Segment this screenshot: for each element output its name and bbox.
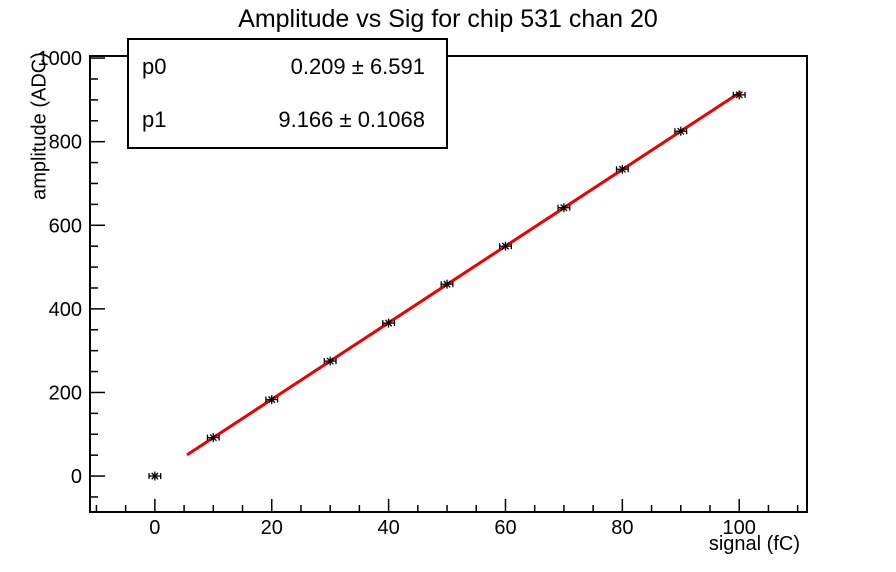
marker-ray-d2 bbox=[384, 319, 393, 327]
y-tick-label: 0 bbox=[71, 466, 82, 488]
data-point bbox=[498, 241, 512, 251]
x-tick-label: 100 bbox=[723, 517, 756, 539]
data-point bbox=[265, 395, 279, 405]
y-tick-label: 600 bbox=[49, 215, 82, 237]
data-point bbox=[674, 126, 688, 136]
stats-p1-value: 9.166 ± 0.1068 bbox=[278, 107, 425, 133]
stats-row-p0: p0 0.209 ± 6.591 bbox=[129, 53, 446, 79]
data-point bbox=[440, 279, 454, 289]
marker-ray-d2 bbox=[268, 395, 276, 404]
x-tick-label: 60 bbox=[494, 517, 516, 539]
marker-ray-d2 bbox=[677, 127, 685, 135]
data-point bbox=[148, 471, 162, 481]
marker-ray-d2 bbox=[735, 91, 743, 99]
x-tick-label: 20 bbox=[261, 517, 283, 539]
fit-line bbox=[186, 90, 742, 457]
stats-p1-label: p1 bbox=[142, 107, 167, 133]
data-point bbox=[557, 203, 571, 213]
y-axis-title: amplitude (ADC) bbox=[28, 52, 51, 200]
y-tick-label: 800 bbox=[49, 132, 82, 154]
plot-frame bbox=[89, 55, 808, 513]
x-tick-label: 80 bbox=[611, 517, 633, 539]
fit-stats-box: p0 0.209 ± 6.591 p1 9.166 ± 0.1068 bbox=[127, 38, 448, 149]
y-tick-label: 1000 bbox=[38, 48, 83, 70]
data-point bbox=[615, 164, 629, 174]
x-axis-title: signal (fC) bbox=[708, 533, 800, 555]
marker-ray-d2 bbox=[443, 280, 451, 288]
x-tick-label: 40 bbox=[377, 517, 399, 539]
y-tick-label: 400 bbox=[49, 299, 82, 321]
stats-p0-value: 0.209 ± 6.591 bbox=[290, 53, 425, 79]
marker-ray-d2 bbox=[560, 204, 568, 212]
stats-p0-label: p0 bbox=[142, 53, 167, 79]
marker-ray-d2 bbox=[151, 472, 159, 480]
marker-ray-d2 bbox=[618, 165, 627, 173]
stats-row-p1: p1 9.166 ± 0.1068 bbox=[129, 108, 446, 132]
marker-ray-d2 bbox=[326, 357, 334, 365]
data-point bbox=[382, 318, 396, 328]
data-point bbox=[732, 90, 746, 100]
chart-title: Amplitude vs Sig for chip 531 chan 20 bbox=[238, 5, 658, 33]
data-point bbox=[206, 433, 220, 443]
y-tick-label: 200 bbox=[49, 382, 82, 404]
marker-ray-d2 bbox=[501, 242, 510, 250]
marker-ray-d2 bbox=[209, 433, 217, 442]
data-point bbox=[323, 356, 337, 366]
x-tick-label: 0 bbox=[149, 517, 160, 539]
